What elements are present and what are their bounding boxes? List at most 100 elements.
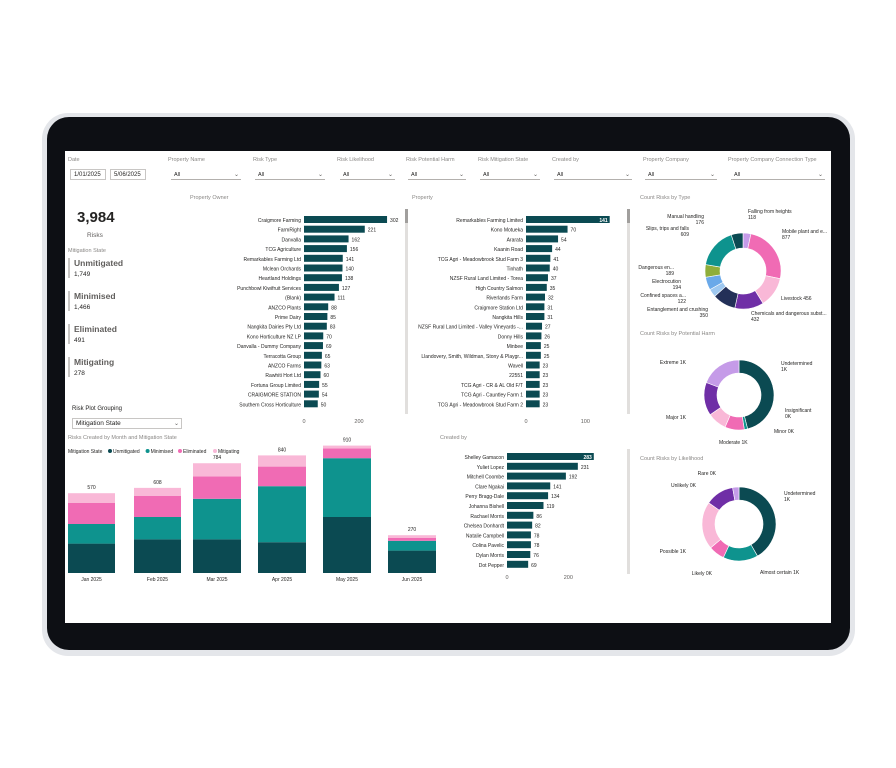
- bar-category-label: Danvalla: [282, 237, 302, 243]
- bar-category-label: Dylan Morris: [476, 553, 505, 559]
- bar-value-label: 127: [342, 286, 351, 292]
- bar-category-label: Rawhiti Hort Ltd: [265, 373, 301, 379]
- property-owner-scrollbar[interactable]: [405, 209, 408, 414]
- kpi-card-mitigating[interactable]: Mitigating 278: [68, 357, 114, 377]
- date-from-input[interactable]: 1/01/2025: [70, 169, 106, 180]
- kpi-card-eliminated[interactable]: Eliminated 491: [68, 324, 117, 344]
- bar: [304, 303, 329, 311]
- kpi-card-unmitigated[interactable]: Unmitigated 1,749: [68, 258, 123, 278]
- bar-value-label: 44: [555, 247, 561, 253]
- bar-category-label: Tinhath: [507, 267, 524, 273]
- bar: [526, 313, 545, 320]
- risk-type-dropdown[interactable]: All ⌄: [255, 170, 325, 180]
- column-total-label: 608: [153, 480, 162, 486]
- dropdown-value: All: [343, 172, 350, 178]
- stacked-bar-segment: [193, 498, 241, 540]
- bar: [304, 235, 349, 243]
- donut-label: Electrocution: [652, 279, 681, 285]
- mitigation-state-title: Mitigation State: [68, 248, 106, 254]
- column-total-label: 910: [343, 438, 352, 444]
- bar-category-label: Kono Motueka: [491, 228, 523, 234]
- bar-value-label: 35: [550, 286, 556, 292]
- risk-likelihood-dropdown[interactable]: All ⌄: [340, 170, 395, 180]
- bar-category-label: Natalie Campbell: [466, 533, 504, 539]
- bar: [304, 216, 388, 223]
- chevron-down-icon: ⌄: [624, 172, 630, 178]
- stacked-bar-segment: [258, 542, 306, 573]
- donut-label: Entanglement and crushing: [647, 307, 708, 313]
- property-name-dropdown[interactable]: All ⌄: [171, 170, 241, 180]
- bar-category-label: Craigmore Station Ltd: [474, 305, 523, 311]
- bar-category-label: Shelley Gamacon: [465, 455, 505, 461]
- month-chart-title: Risks Created by Month and Mitigation St…: [68, 435, 177, 441]
- bar-category-label: Danvalla - Dummy Company: [237, 344, 301, 350]
- charts-layer: Craigmore Farming 302 FarmRight 221 Danvalla…: [68, 209, 827, 583]
- bar-category-label: Fortuna Group Limited: [251, 383, 301, 389]
- filter-label-risk-potential-harm: Risk Potential Harm: [406, 157, 455, 163]
- bar: [304, 254, 343, 262]
- bar-value-label: 54: [561, 237, 567, 243]
- potential-harm-chart-title: Count Risks by Potential Harm: [640, 331, 715, 337]
- bar: [526, 254, 551, 262]
- bar-category-label: Nangkita Dairies Pty Ltd: [247, 325, 301, 331]
- risk-plot-grouping-dropdown[interactable]: Mitigation State ⌄: [72, 418, 182, 429]
- column-total-label: 570: [87, 485, 96, 491]
- bar-value-label: 25: [544, 354, 550, 360]
- stacked-bar-segment: [323, 517, 371, 573]
- filter-label-property-name: Property Name: [168, 157, 205, 163]
- bar-category-label: TCG Agri - Meadowbrook Stud Farm 2: [438, 402, 524, 408]
- bar-category-label: Dot Pepper: [479, 563, 505, 569]
- stacked-bar-segment: [193, 476, 241, 499]
- donut-label: 118: [748, 215, 756, 221]
- bar-value-label: 156: [350, 247, 359, 253]
- bar-value-label: 41: [553, 257, 559, 263]
- bar-category-label: Minbee: [507, 344, 524, 350]
- property-scrollbar-thumb[interactable]: [627, 209, 630, 223]
- bar: [507, 541, 531, 549]
- bar: [526, 322, 543, 330]
- bar-category-label: Punchbowl Kiwifruit Services: [237, 286, 301, 292]
- bar-category-label: FarmRight: [278, 228, 302, 234]
- property-company-connection-type-dropdown[interactable]: All ⌄: [731, 170, 825, 180]
- x-tick-label: Mar 2025: [206, 577, 227, 583]
- bar-value-label: 55: [322, 383, 328, 389]
- bar: [526, 380, 540, 388]
- bar: [304, 332, 324, 340]
- bar-category-label: Chelsea Donhardt: [464, 524, 505, 530]
- donut-slice: [705, 234, 737, 268]
- dropdown-value: All: [734, 172, 741, 178]
- donut-slice: [747, 233, 782, 280]
- bar: [304, 361, 322, 369]
- chevron-down-icon: ⌄: [317, 172, 323, 178]
- donut-label: 0K: [785, 414, 792, 420]
- filter-label-risk-mitigation-state: Risk Mitigation State: [478, 157, 529, 163]
- property-company-dropdown[interactable]: All ⌄: [645, 170, 717, 180]
- stacked-bar-segment: [68, 493, 115, 503]
- donut-label: 1K: [784, 497, 791, 503]
- stacked-bar-segment: [388, 535, 436, 538]
- bar: [526, 245, 553, 253]
- bar-value-label: 54: [322, 393, 328, 399]
- property-owner-scrollbar-thumb[interactable]: [405, 209, 408, 223]
- bar-category-label: Rachael Morris: [470, 514, 504, 520]
- risk-potential-harm-dropdown[interactable]: All ⌄: [408, 170, 466, 180]
- bar-value-label: 86: [536, 514, 542, 520]
- kpi-card-value: 1,466: [74, 304, 91, 311]
- bar-value-label: 141: [599, 218, 608, 224]
- kpi-card-minimised[interactable]: Minimised 1,466: [68, 291, 116, 311]
- dropdown-value: All: [483, 172, 490, 178]
- created-by-dropdown[interactable]: All ⌄: [554, 170, 632, 180]
- date-to-input[interactable]: 5/06/2025: [110, 169, 146, 180]
- kpi-card-value: 278: [74, 370, 85, 377]
- bar-value-label: 32: [548, 296, 554, 302]
- stacked-bar-segment: [388, 538, 436, 541]
- bar-value-label: 119: [546, 504, 554, 510]
- created-by-scrollbar[interactable]: [627, 449, 630, 574]
- property-scrollbar[interactable]: [627, 209, 630, 414]
- risk-mitigation-state-dropdown[interactable]: All ⌄: [480, 170, 540, 180]
- created-by-chart-title: Created by: [440, 435, 467, 441]
- legend-marker: [178, 449, 182, 453]
- stacked-bar-segment: [388, 550, 436, 573]
- bar: [304, 400, 318, 408]
- bar: [304, 245, 347, 253]
